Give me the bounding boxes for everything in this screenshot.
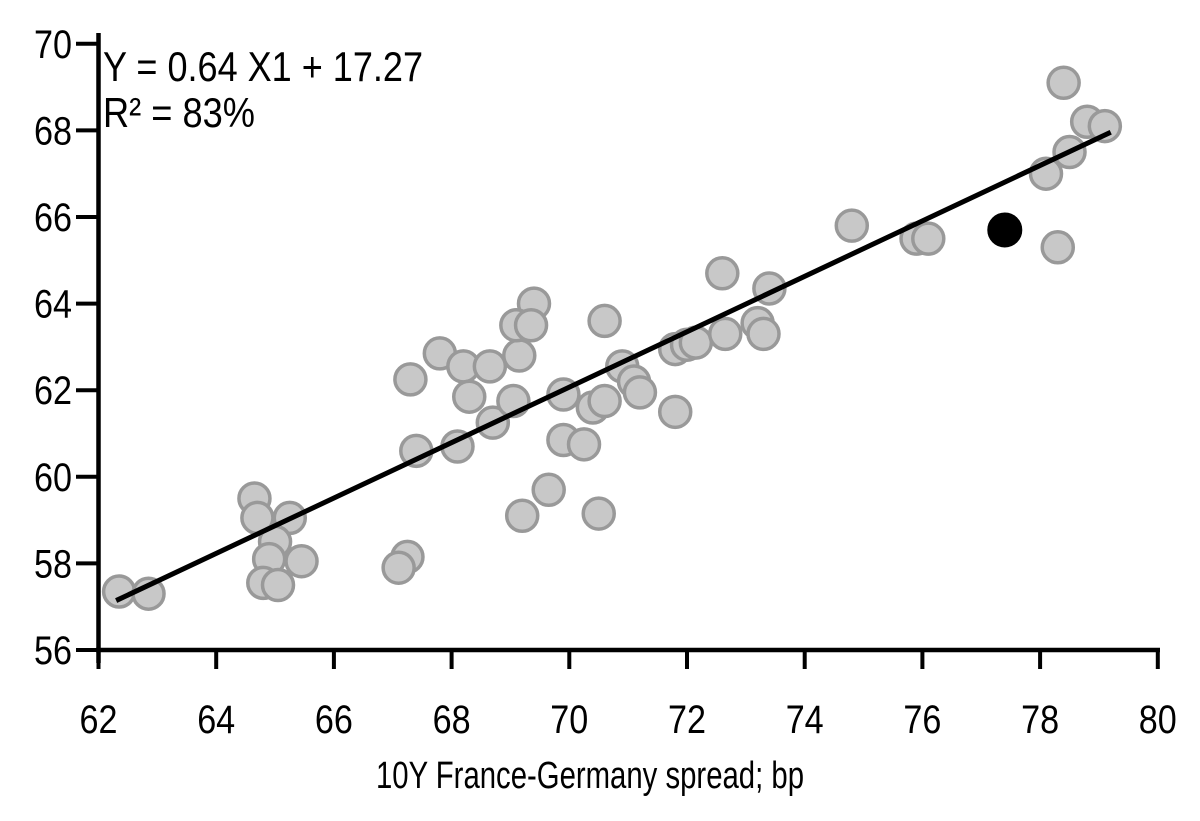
scatter-point [531,472,566,508]
scatter-point [587,383,622,419]
scatter-point [381,550,416,585]
x-tick-label: 70 [550,698,588,742]
r-squared-annotation: R² = 83% [103,89,255,136]
scatter-point [502,338,537,373]
x-tick-label: 68 [433,698,471,742]
y-tick-label: 60 [34,456,72,500]
scatter-point [452,379,487,414]
x-tick-label: 76 [903,698,941,742]
scatter-point [472,349,508,384]
scatter-point [911,221,946,256]
scatter-point [587,303,622,339]
scatter-point [566,427,602,462]
scatter-point [657,394,693,430]
scatter-point [1040,230,1076,265]
x-tick-label: 62 [80,698,118,742]
y-tick-label: 62 [34,369,72,413]
highlighted-point [987,212,1023,248]
x-tick-label: 66 [315,698,353,742]
scatter-point [504,498,540,534]
x-tick-label: 78 [1021,698,1059,742]
scatter-point [705,256,740,291]
y-tick-label: 66 [34,196,72,240]
scatter-point [393,362,428,397]
scatter-point [746,316,781,352]
y-tick-label: 64 [34,283,72,327]
plot-layer: 56 58 60 62 64 66 68 70 62 64 66 68 70 72 74 76 78 80 [34,23,1177,742]
x-tick-label: 64 [197,698,235,742]
scatter-point [260,567,296,603]
x-tick-label: 74 [786,698,824,742]
scatter-point [1046,65,1081,101]
y-tick-label: 56 [34,629,72,673]
trend-line [115,129,1112,603]
x-axis-title: 10Y France-Germany spread; bp [376,755,804,797]
equation-annotation: Y = 0.64 X1 + 17.27 [103,43,423,90]
y-tick-label: 58 [34,542,72,586]
scatter-point [513,308,549,343]
x-tick-label: 72 [668,698,706,742]
scatter-point [708,316,743,352]
y-tick-label: 70 [34,23,72,67]
scatter-point [622,375,658,410]
x-tick-label: 80 [1139,698,1177,742]
scatter-point [581,496,616,531]
scatter-point [284,543,319,579]
y-tick-label: 68 [34,109,72,153]
scatter-point [1087,108,1123,144]
scatter-point [834,208,870,243]
